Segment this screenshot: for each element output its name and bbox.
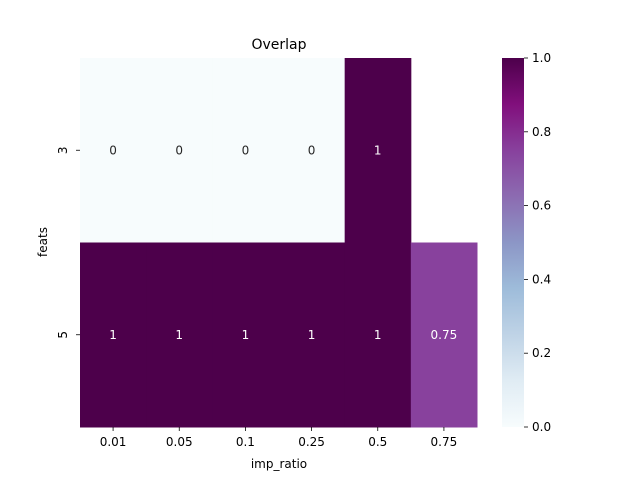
cell-value-label: 0	[308, 143, 316, 157]
heatmap-cell	[146, 58, 213, 243]
y-tick-label: 5	[56, 331, 70, 339]
cell-value-label: 0	[109, 143, 117, 157]
heatmap-cell	[278, 58, 346, 243]
cell-value-label: 1	[175, 328, 183, 342]
heatmap-cell	[80, 242, 147, 428]
colorbar-tick-label: 0.4	[532, 272, 551, 286]
heatmap-cell-labels: 0 0 0 0 1 1 1 1 1 1 0.75	[109, 143, 457, 342]
x-tick-label: 0.05	[166, 435, 193, 449]
heatmap-cell	[212, 58, 279, 243]
cell-value-label: 1	[109, 328, 117, 342]
x-tick-label: 0.25	[298, 435, 325, 449]
y-axis: 35	[56, 146, 80, 339]
x-tick-label: 0.75	[431, 435, 458, 449]
cell-value-label: 1	[308, 328, 316, 342]
cell-value-label: 1	[374, 328, 382, 342]
x-tick-label: 0.1	[236, 435, 255, 449]
heatmap-cell	[344, 242, 412, 428]
colorbar-gradient	[502, 58, 524, 427]
heatmap-cell	[146, 242, 213, 428]
heatmap-cell	[80, 58, 147, 243]
colorbar: 0.0 0.2 0.4 0.6 0.8 1.0	[502, 51, 551, 434]
colorbar-tick-label: 0.0	[532, 420, 551, 434]
cell-value-label: 1	[242, 328, 250, 342]
cell-value-label: 0	[242, 143, 250, 157]
y-axis-label: feats	[36, 227, 50, 257]
x-tick-label: 0.5	[368, 435, 387, 449]
colorbar-tick-label: 1.0	[532, 51, 551, 65]
heatmap-cell	[278, 242, 346, 428]
heatmap-cell	[212, 242, 279, 428]
x-axis-label: imp_ratio	[251, 457, 307, 471]
cell-value-label: 0	[175, 143, 183, 157]
x-tick-label: 0.01	[100, 435, 127, 449]
colorbar-tick-label: 0.6	[532, 199, 551, 213]
heatmap-cell	[410, 242, 478, 428]
colorbar-tick-label: 0.2	[532, 346, 551, 360]
chart-title: Overlap	[251, 37, 306, 53]
x-axis: 0.01 0.05 0.1 0.25 0.5 0.75	[100, 427, 458, 449]
heatmap-cell	[344, 58, 412, 243]
cell-value-label: 1	[374, 143, 382, 157]
colorbar-tick-label: 0.8	[532, 125, 551, 139]
y-tick-label: 3	[56, 146, 70, 154]
heatmap-cells	[80, 58, 478, 428]
cell-value-label: 0.75	[431, 328, 458, 342]
